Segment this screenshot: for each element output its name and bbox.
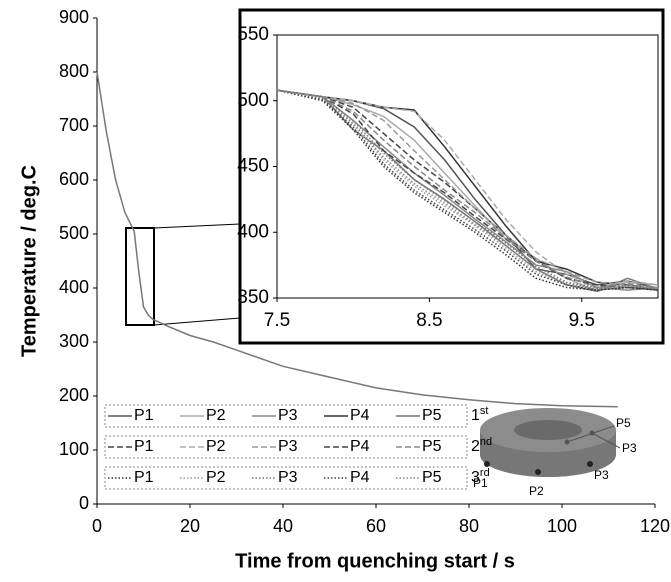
legend-label: P4 [350, 438, 370, 455]
y-tick-label: 450 [237, 156, 269, 177]
legend-label: P1 [134, 407, 154, 424]
x-tick-label: 40 [273, 516, 293, 536]
series-line [276, 89, 659, 290]
legend-box [104, 435, 468, 459]
x-tick-label: 8.5 [416, 310, 442, 331]
legend-label: P1 [134, 438, 154, 455]
y-tick-label: 500 [237, 90, 269, 111]
series-line [276, 89, 659, 289]
series-line [276, 89, 659, 290]
run-suffix: rd [480, 467, 490, 479]
run-number: 3 [471, 469, 480, 486]
legend-label: P2 [206, 438, 226, 455]
zoom-connector [153, 223, 241, 229]
legend-label: P4 [350, 469, 370, 486]
run-number: 1 [471, 407, 480, 424]
y-axis-title: Temperature / deg.C [18, 165, 40, 357]
legend-label: P2 [206, 407, 226, 424]
y-tick-label: 350 [237, 287, 269, 308]
legend-label: P3 [278, 407, 298, 424]
x-tick-label: 100 [547, 516, 577, 536]
legend-box [104, 466, 468, 490]
run-number: 2 [471, 438, 480, 455]
run-label: 3rd [471, 467, 490, 486]
series-line [276, 89, 659, 291]
y-tick-label: 100 [59, 439, 89, 459]
y-tick-label: 200 [59, 385, 89, 405]
zoom-connector [153, 317, 241, 326]
legend-label: P4 [350, 407, 370, 424]
y-tick-label: 500 [59, 223, 89, 243]
leader [591, 432, 621, 449]
y-tick-label: 0 [79, 493, 89, 513]
point-label: P3 [622, 441, 637, 455]
x-tick-label: 60 [366, 516, 386, 536]
legend-label: P5 [422, 469, 442, 486]
run-label: 2nd [471, 436, 492, 455]
x-tick-label: 80 [459, 516, 479, 536]
y-tick-label: 400 [59, 277, 89, 297]
y-tick-label: 300 [59, 331, 89, 351]
run-suffix: st [480, 405, 489, 417]
legend-label: P3 [278, 438, 298, 455]
y-tick-label: 400 [237, 221, 269, 242]
point [535, 469, 541, 475]
y-tick-label: 900 [59, 7, 89, 27]
zoom-box [125, 227, 155, 326]
legend-box [104, 404, 468, 428]
leader [566, 425, 615, 443]
legend-label: P5 [422, 407, 442, 424]
y-tick-label: 550 [237, 24, 269, 45]
x-tick-label: 0 [92, 516, 102, 536]
series-line [276, 89, 659, 290]
legend-label: P5 [422, 438, 442, 455]
inset-frame [238, 8, 665, 345]
series-line [276, 89, 659, 290]
point-label: P5 [616, 416, 631, 430]
x-axis-title: Time from quenching start / s [235, 550, 515, 572]
legend-label: P2 [206, 469, 226, 486]
legend-label: P3 [278, 469, 298, 486]
ring-illustration: P5 P3 P3 P1 P2 [473, 408, 637, 498]
x-tick-label: 20 [180, 516, 200, 536]
y-tick-label: 700 [59, 115, 89, 135]
legend-label: P1 [134, 469, 154, 486]
y-tick-label: 800 [59, 61, 89, 81]
run-suffix: nd [480, 436, 492, 448]
series-line [276, 89, 659, 291]
point [484, 461, 490, 467]
y-tick-label: 600 [59, 169, 89, 189]
point-label: P2 [529, 484, 544, 498]
point [587, 461, 593, 467]
ring-hole [514, 420, 582, 440]
point-label: P3 [594, 468, 609, 482]
x-tick-label: 9.5 [569, 310, 595, 331]
x-tick-label: 120 [640, 516, 670, 536]
x-tick-label: 7.5 [264, 310, 290, 331]
series-line [276, 89, 659, 291]
point-label: P1 [473, 476, 488, 490]
series-line [96, 71, 618, 408]
run-label: 1st [471, 405, 488, 424]
